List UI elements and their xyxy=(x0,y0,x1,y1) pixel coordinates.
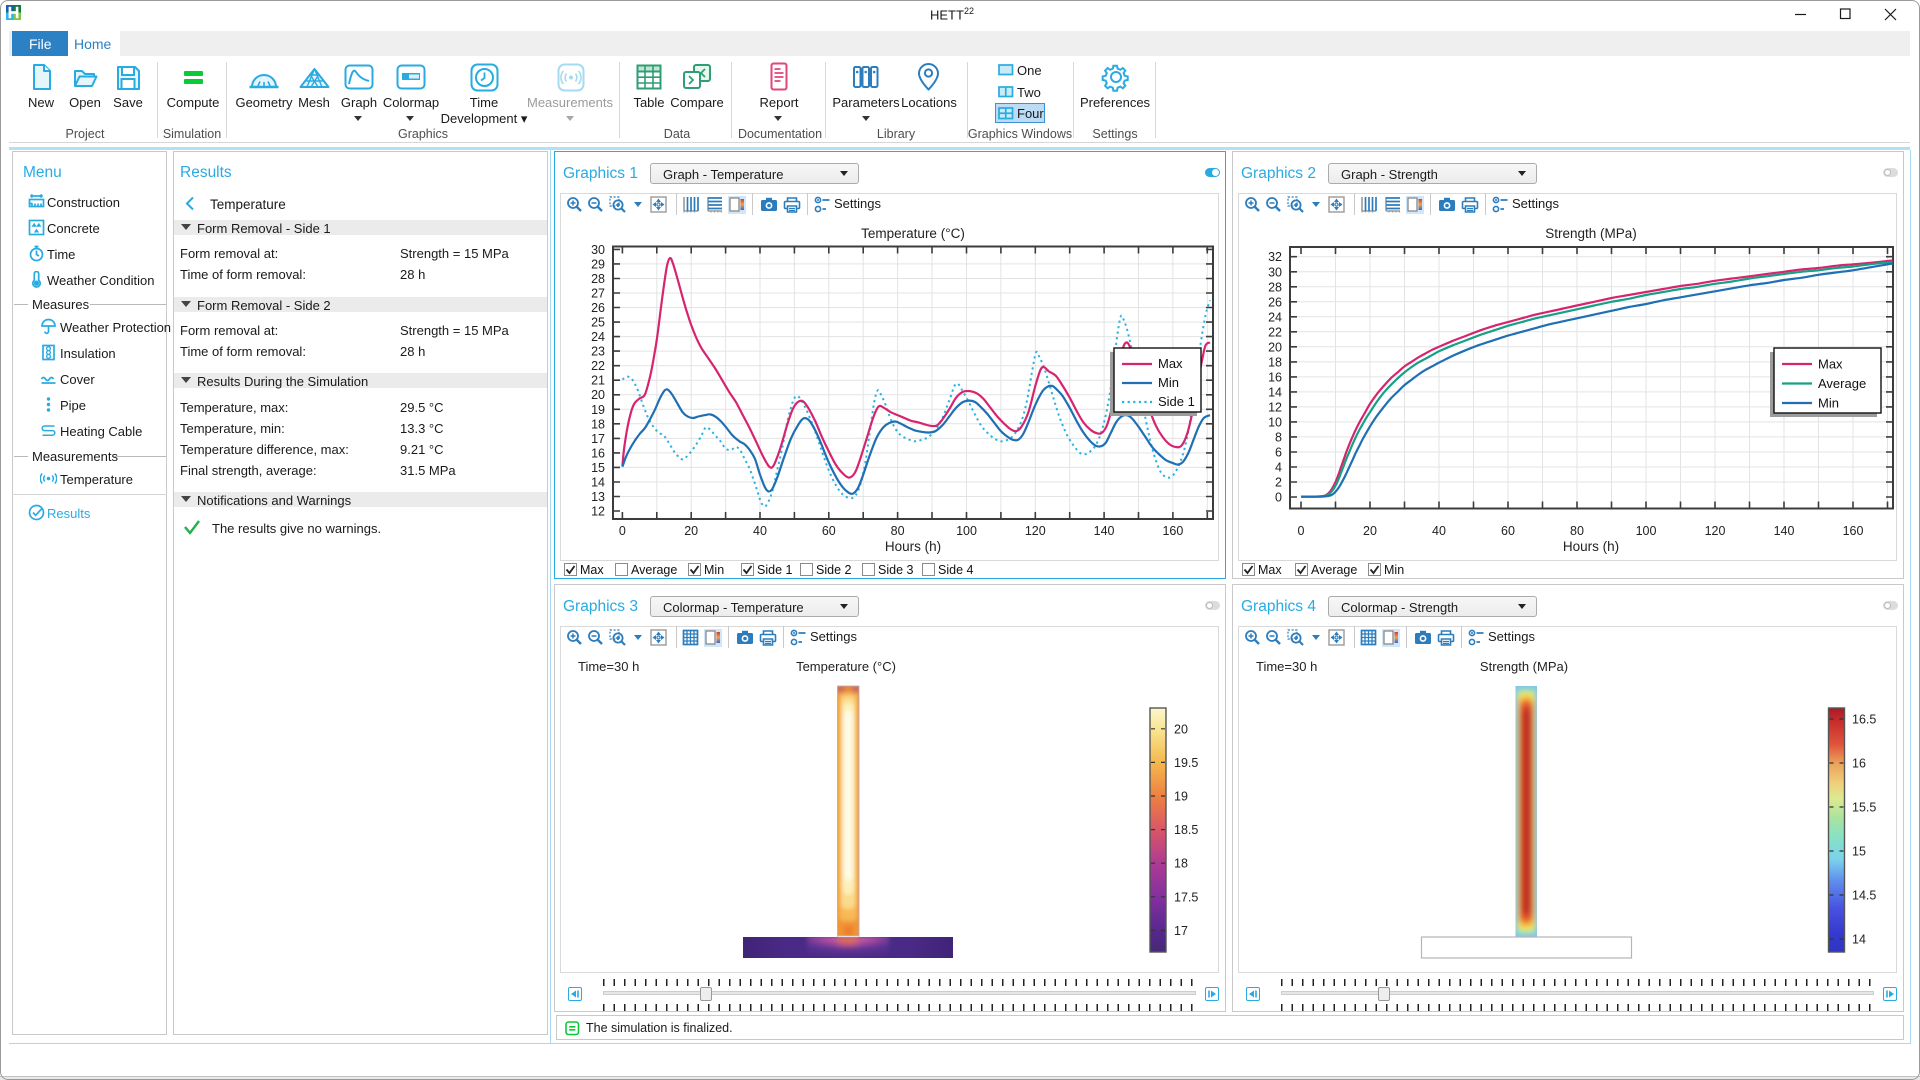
svg-text:13: 13 xyxy=(591,490,605,504)
svg-text:16.5: 16.5 xyxy=(1852,713,1876,727)
svg-text:Temperature (°C): Temperature (°C) xyxy=(796,659,896,674)
svg-text:60: 60 xyxy=(1501,524,1515,538)
svg-text:100: 100 xyxy=(1636,524,1657,538)
svg-text:10: 10 xyxy=(1268,415,1282,429)
svg-text:14: 14 xyxy=(591,476,605,490)
svg-text:24: 24 xyxy=(1268,310,1282,324)
svg-text:29: 29 xyxy=(591,257,605,271)
svg-text:Max: Max xyxy=(1818,357,1843,372)
svg-text:17: 17 xyxy=(1174,924,1188,938)
svg-text:140: 140 xyxy=(1094,524,1115,538)
svg-text:140: 140 xyxy=(1774,524,1795,538)
svg-text:18.5: 18.5 xyxy=(1174,823,1198,837)
svg-text:15.5: 15.5 xyxy=(1852,801,1876,815)
svg-text:15: 15 xyxy=(591,461,605,475)
svg-text:15: 15 xyxy=(1852,845,1866,859)
svg-text:26: 26 xyxy=(1268,295,1282,309)
svg-text:40: 40 xyxy=(1432,524,1446,538)
svg-text:14: 14 xyxy=(1268,385,1282,399)
svg-text:Strength (MPa): Strength (MPa) xyxy=(1480,659,1568,674)
svg-text:23: 23 xyxy=(591,345,605,359)
svg-text:40: 40 xyxy=(753,524,767,538)
svg-text:100: 100 xyxy=(956,524,977,538)
svg-text:0: 0 xyxy=(1275,491,1282,505)
svg-text:Average: Average xyxy=(1818,376,1866,391)
svg-text:20: 20 xyxy=(1363,524,1377,538)
svg-text:20: 20 xyxy=(684,524,698,538)
svg-text:18: 18 xyxy=(1174,857,1188,871)
svg-text:80: 80 xyxy=(1570,524,1584,538)
svg-text:Temperature (°C): Temperature (°C) xyxy=(861,226,965,241)
svg-text:24: 24 xyxy=(591,330,605,344)
svg-text:27: 27 xyxy=(591,287,605,301)
svg-text:Hours (h): Hours (h) xyxy=(885,539,941,554)
svg-text:28: 28 xyxy=(591,272,605,286)
svg-text:120: 120 xyxy=(1025,524,1046,538)
svg-text:20: 20 xyxy=(1268,340,1282,354)
svg-text:25: 25 xyxy=(591,316,605,330)
svg-text:19: 19 xyxy=(591,403,605,417)
svg-text:18: 18 xyxy=(1268,355,1282,369)
svg-text:8: 8 xyxy=(1275,430,1282,444)
svg-text:0: 0 xyxy=(619,524,626,538)
svg-text:0: 0 xyxy=(1298,524,1305,538)
svg-text:22: 22 xyxy=(591,359,605,373)
svg-text:160: 160 xyxy=(1843,524,1864,538)
svg-text:17: 17 xyxy=(591,432,605,446)
svg-text:17.5: 17.5 xyxy=(1174,890,1198,904)
svg-text:20: 20 xyxy=(1174,722,1188,736)
svg-text:26: 26 xyxy=(591,301,605,315)
svg-text:22: 22 xyxy=(1268,325,1282,339)
svg-text:16: 16 xyxy=(591,446,605,460)
svg-text:160: 160 xyxy=(1162,524,1183,538)
svg-text:4: 4 xyxy=(1275,461,1282,475)
svg-text:30: 30 xyxy=(591,243,605,257)
svg-text:21: 21 xyxy=(591,374,605,388)
svg-text:Max: Max xyxy=(1158,356,1183,371)
svg-text:16: 16 xyxy=(1268,370,1282,384)
svg-text:Strength (MPa): Strength (MPa) xyxy=(1545,226,1637,241)
svg-text:2: 2 xyxy=(1275,476,1282,490)
svg-text:14.5: 14.5 xyxy=(1852,889,1876,903)
svg-text:19: 19 xyxy=(1174,790,1188,804)
svg-text:120: 120 xyxy=(1705,524,1726,538)
svg-text:Time=30 h: Time=30 h xyxy=(578,659,639,674)
svg-text:Side 1: Side 1 xyxy=(1158,394,1195,409)
svg-text:6: 6 xyxy=(1275,446,1282,460)
svg-text:Time=30 h: Time=30 h xyxy=(1256,659,1317,674)
svg-text:32: 32 xyxy=(1268,250,1282,264)
svg-text:28: 28 xyxy=(1268,280,1282,294)
svg-text:12: 12 xyxy=(1268,400,1282,414)
svg-text:16: 16 xyxy=(1852,757,1866,771)
svg-text:18: 18 xyxy=(591,417,605,431)
svg-text:80: 80 xyxy=(891,524,905,538)
svg-text:60: 60 xyxy=(822,524,836,538)
svg-text:19.5: 19.5 xyxy=(1174,756,1198,770)
svg-text:30: 30 xyxy=(1268,265,1282,279)
svg-text:Hours (h): Hours (h) xyxy=(1563,539,1619,554)
svg-text:14: 14 xyxy=(1852,933,1866,947)
svg-text:12: 12 xyxy=(591,505,605,519)
svg-text:20: 20 xyxy=(591,388,605,402)
svg-text:Min: Min xyxy=(1818,396,1839,411)
svg-text:Min: Min xyxy=(1158,375,1179,390)
